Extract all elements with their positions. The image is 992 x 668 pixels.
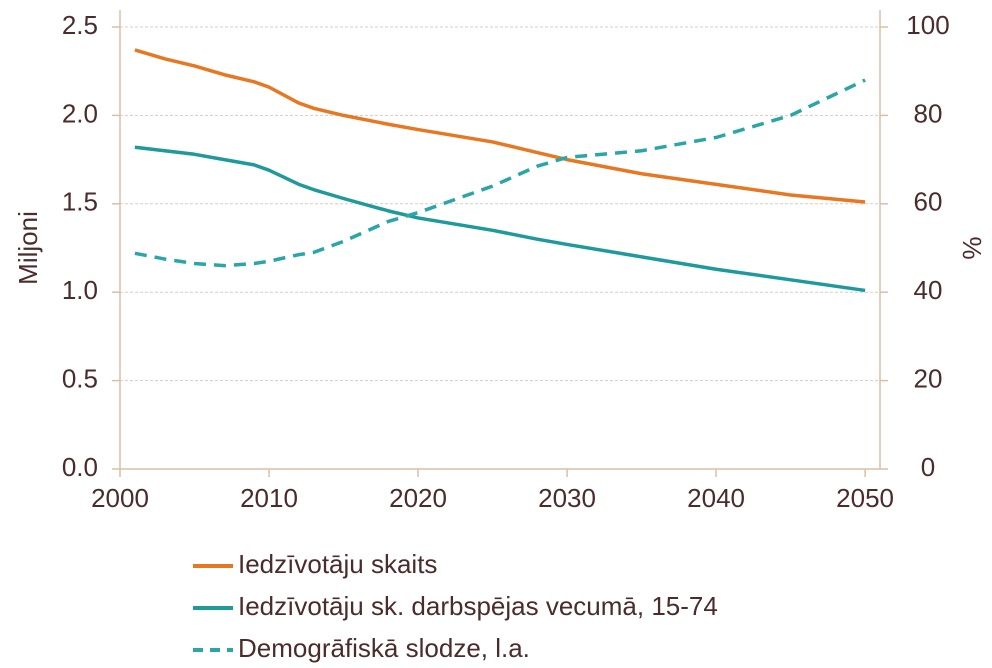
y2-tick-label: 60 bbox=[914, 187, 943, 217]
legend-label: Iedzīvotāju sk. darbspējas vecumā, 15-74 bbox=[238, 591, 718, 621]
y-tick-label: 0.0 bbox=[62, 452, 98, 482]
y2-axis-label: % bbox=[957, 236, 987, 259]
x-tick-label: 2040 bbox=[687, 483, 745, 513]
y2-tick-label: 40 bbox=[914, 275, 943, 305]
y2-tick-label: 0 bbox=[921, 452, 935, 482]
series-line bbox=[134, 48, 866, 204]
x-tick-label: 2000 bbox=[91, 483, 149, 513]
x-tick-label: 2050 bbox=[836, 483, 894, 513]
x-tick-label: 2020 bbox=[389, 483, 447, 513]
y-tick-label: 1.5 bbox=[62, 187, 98, 217]
legend-label: Demogrāfiskā slodze, l.a. bbox=[238, 633, 530, 663]
y-tick-label: 2.5 bbox=[62, 10, 98, 40]
y2-tick-label: 100 bbox=[906, 10, 949, 40]
series-line bbox=[134, 78, 866, 268]
y2-tick-label: 80 bbox=[914, 98, 943, 128]
series-line bbox=[134, 145, 866, 293]
y-tick-label: 2.0 bbox=[62, 98, 98, 128]
y2-tick-label: 20 bbox=[914, 363, 943, 393]
legend-label: Iedzīvotāju skaits bbox=[238, 549, 437, 579]
y-axis-label: Miljoni bbox=[13, 211, 43, 285]
y-tick-label: 1.0 bbox=[62, 275, 98, 305]
x-tick-label: 2030 bbox=[538, 483, 596, 513]
x-tick-label: 2010 bbox=[240, 483, 298, 513]
y-tick-label: 0.5 bbox=[62, 363, 98, 393]
